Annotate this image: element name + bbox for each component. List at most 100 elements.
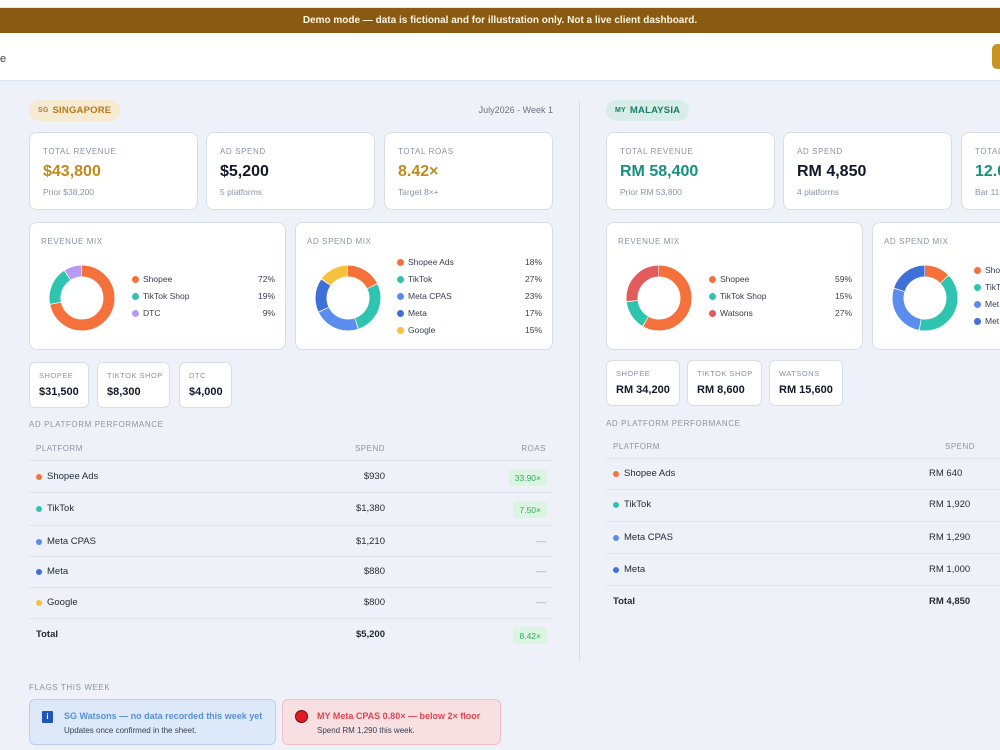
roas-badge: 33.90× xyxy=(508,469,547,486)
kpi-value: $5,200 xyxy=(220,163,269,180)
region-divider xyxy=(579,100,580,662)
channel-label: SHOPEE xyxy=(616,369,651,378)
table-row[interactable]: Shopee Ads $930 33.90× xyxy=(29,460,553,492)
channel-label: WATSONS xyxy=(779,369,820,378)
platform-name: Meta CPAS xyxy=(47,536,96,547)
table-row[interactable]: Shopee Ads RM 640 xyxy=(606,458,1000,489)
platform-dot xyxy=(613,567,619,573)
table-row[interactable]: Meta CPAS RM 1,290 xyxy=(606,521,1000,553)
flags-title: FLAGS THIS WEEK xyxy=(29,683,111,692)
ad-spend-mix-legend: Sho TikT Met Met xyxy=(974,265,1000,331)
platform-dot xyxy=(613,535,619,541)
table-row[interactable]: Meta RM 1,000 xyxy=(606,553,1000,585)
table-row[interactable]: TikTok $1,380 7.50× xyxy=(29,492,553,525)
legend-label: TikTok Shop xyxy=(720,291,767,301)
legend-item: TikTok 27% xyxy=(397,274,542,286)
kpi-sub: Bar 11 xyxy=(975,187,1000,197)
donut-slice-0 xyxy=(315,265,381,331)
platform-dot xyxy=(36,474,42,480)
channel-card-shopee: SHOPEE $31,500 xyxy=(29,362,89,408)
legend-dot xyxy=(397,327,404,334)
legend-value: 72% xyxy=(257,274,275,284)
platform-spend: RM 1,920 xyxy=(929,499,971,510)
legend-dot xyxy=(974,284,981,291)
roas-empty: — xyxy=(536,566,547,577)
total-spend: $5,200 xyxy=(355,629,385,640)
kpi-sub: Target 8×+ xyxy=(398,187,439,197)
col-header-roas: ROAS xyxy=(521,444,546,453)
total-label: Total xyxy=(613,596,635,607)
roas-empty: — xyxy=(536,597,547,608)
ad-platform-table: PLATFORM SPEND Shopee Ads RM 640 TikTok … xyxy=(606,442,1000,617)
week-label: July2026 - Week 1 xyxy=(478,105,553,115)
kpi-card-ad-spend: AD SPEND $5,200 5 platforms xyxy=(206,132,375,210)
legend-value: 17% xyxy=(524,308,542,318)
legend-label: Meta xyxy=(408,308,427,318)
red-circle-icon xyxy=(295,710,308,723)
legend-item: Meta 17% xyxy=(397,308,542,320)
table-row[interactable]: Meta $880 — xyxy=(29,556,553,587)
nav-action-button[interactable] xyxy=(992,44,1000,69)
ad-spend-mix-title: AD SPEND MIX xyxy=(884,237,949,246)
kpi-card-total-revenue: TOTAL REVENUE RM 58,400 Prior RM 53,800 xyxy=(606,132,775,210)
ad-platform-performance-title: AD PLATFORM PERFORMANCE xyxy=(606,419,741,428)
kpi-sub: 4 platforms xyxy=(797,187,840,197)
legend-value: 19% xyxy=(257,291,275,301)
legend-label: Shopee Ads xyxy=(408,257,454,267)
donut-slice-2 xyxy=(315,265,381,331)
flag-card-info[interactable]: i SG Watsons — no data recorded this wee… xyxy=(29,699,276,745)
legend-label: Shopee xyxy=(720,274,750,284)
platform-dot xyxy=(36,569,42,575)
legend-dot xyxy=(974,301,981,308)
revenue-mix-card: REVENUE MIX Shopee 72% TikTok Shop 19% DTC… xyxy=(29,222,286,350)
window-top-strip xyxy=(0,0,1000,8)
table-row[interactable]: Google $800 — xyxy=(29,587,553,618)
platform-spend: RM 1,000 xyxy=(929,564,971,575)
legend-item: Sho xyxy=(974,265,1000,277)
donut-slice-0 xyxy=(626,265,692,331)
legend-label: Met xyxy=(985,299,1000,309)
donut-slice-0 xyxy=(892,265,958,331)
legend-item: TikTok Shop 15% xyxy=(709,291,852,303)
total-label: Total xyxy=(36,629,58,640)
revenue-mix-legend: Shopee 72% TikTok Shop 19% DTC 9% xyxy=(132,274,275,324)
legend-dot xyxy=(132,293,139,300)
kpi-label: TOTAL xyxy=(975,147,1000,156)
legend-value: 9% xyxy=(262,308,275,318)
donut-slice-2 xyxy=(892,265,958,331)
legend-label: Met xyxy=(985,316,1000,326)
channel-value: RM 8,600 xyxy=(697,384,745,396)
kpi-label: AD SPEND xyxy=(220,147,266,156)
legend-item: Shopee 72% xyxy=(132,274,275,286)
table-row[interactable]: TikTok RM 1,920 xyxy=(606,489,1000,521)
legend-label: Shopee xyxy=(143,274,173,284)
kpi-label: TOTAL REVENUE xyxy=(43,147,117,156)
col-header-spend: SPEND xyxy=(354,444,385,453)
legend-label: TikT xyxy=(985,282,1000,292)
channel-label: SHOPEE xyxy=(39,371,74,380)
kpi-sub: 5 platforms xyxy=(220,187,263,197)
kpi-label: AD SPEND xyxy=(797,147,843,156)
region-name: SINGAPORE xyxy=(52,105,112,116)
kpi-label: TOTAL REVENUE xyxy=(620,147,694,156)
col-header-spend: SPEND xyxy=(945,442,976,451)
legend-item: Shopee Ads 18% xyxy=(397,257,542,269)
col-header-platform: PLATFORM xyxy=(613,442,660,451)
kpi-card-total-roas: TOTAL ROAS 8.42× Target 8×+ xyxy=(384,132,553,210)
platform-dot xyxy=(613,471,619,477)
legend-dot xyxy=(397,293,404,300)
ad-platform-performance-title: AD PLATFORM PERFORMANCE xyxy=(29,420,164,429)
table-total-row: Total $5,200 8.42× xyxy=(29,618,553,649)
channel-card-shopee: SHOPEE RM 34,200 xyxy=(606,360,680,406)
donut-slice-0 xyxy=(49,265,115,331)
table-row[interactable]: Meta CPAS $1,210 — xyxy=(29,525,553,556)
kpi-card-total-roas: TOTAL 12.0 Bar 11 xyxy=(961,132,1000,210)
channel-label: TIKTOK SHOP xyxy=(697,369,753,378)
region-pill-my[interactable]: MY MALAYSIA xyxy=(606,100,690,121)
donut-slice-1 xyxy=(315,265,381,331)
channel-label: DTC xyxy=(189,371,206,380)
legend-item: TikTok Shop 19% xyxy=(132,291,275,303)
region-pill-sg[interactable]: SG SINGAPORE xyxy=(29,100,121,121)
platform-spend: $880 xyxy=(363,566,385,577)
flag-card-warning[interactable]: MY Meta CPAS 0.80× — below 2× floor Spen… xyxy=(282,699,501,745)
